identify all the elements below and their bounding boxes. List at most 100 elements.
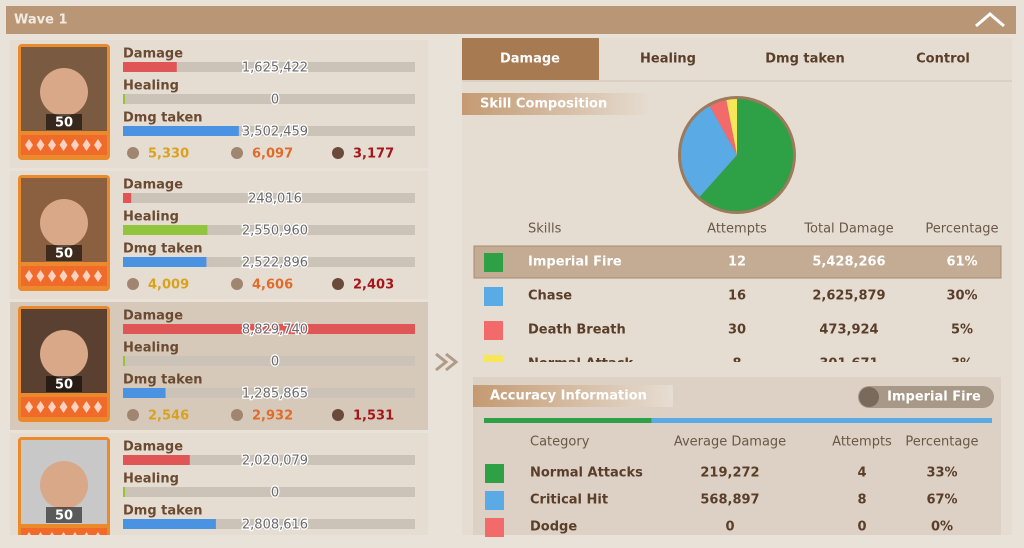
stat-label: Damage [123,309,183,324]
total-damage: 301,671 [819,357,878,372]
skill-name[interactable]: Imperial Fire [528,255,622,270]
stat-value: 0 [271,93,279,108]
percentage: 0% [931,520,953,535]
stat-bar [123,225,208,235]
average-damage: 219,272 [700,466,759,481]
stat-bar [123,487,125,497]
stat-track [123,487,415,497]
tab[interactable] [737,38,874,80]
stat-label: Healing [123,210,179,225]
stat-track [123,455,415,465]
stat-value: 2,808,616 [242,518,308,533]
color-swatch [484,287,503,306]
portrait-face [40,199,88,247]
percentage: 3% [951,357,973,372]
section-title: Skill Composition [480,97,607,112]
star [94,401,102,413]
tab-label[interactable]: Healing [640,52,696,67]
star [36,270,45,282]
stat-value: 2,550,960 [242,224,308,239]
star [82,270,91,282]
star [73,532,77,535]
hero-level: 50 [55,247,73,262]
count-icon [231,278,243,290]
tab-label[interactable]: Damage [500,52,560,67]
star [38,532,43,535]
average-damage: 568,897 [700,493,759,508]
stat-value: 8,829,740 [242,323,308,338]
attempts: 8 [857,493,866,508]
count-value: 2,403 [353,278,394,293]
stat-value: 3,502,459 [242,125,308,140]
count-value: 5,330 [148,147,189,162]
hero-level: 50 [55,509,73,524]
star [59,270,68,282]
tab[interactable] [462,38,599,80]
stat-track [123,94,415,104]
star [48,401,56,413]
star [61,532,66,535]
stat-track [123,225,415,235]
skill-name[interactable]: Death Breath [528,323,626,338]
attempts: 8 [732,357,741,372]
stat-bar [123,356,125,366]
accuracy-bar [651,418,992,423]
stat-value: 1,285,865 [242,387,308,402]
section-header [462,93,652,115]
count-icon [332,147,344,159]
stat-track [123,62,415,72]
attempts: 0 [857,520,866,535]
stat-bar [123,455,190,465]
star [36,401,45,413]
skill-select[interactable] [858,386,994,408]
star [48,270,56,282]
tab[interactable] [600,38,737,80]
stat-bar [123,193,132,203]
stat-track [123,519,415,529]
stat-track [123,257,415,267]
skill-select-icon [859,387,879,407]
header-bar [6,6,1016,34]
star [82,401,91,413]
hero-level: 50 [55,378,73,393]
total-damage: 5,428,266 [812,255,885,270]
star [59,401,68,413]
portrait-face [40,461,88,509]
portrait-face [40,330,88,378]
tab[interactable] [875,38,1012,80]
column-header: Attempts [832,435,892,450]
star [96,532,100,535]
star-strip [21,528,107,535]
percentage: 5% [951,323,973,338]
star [71,401,79,413]
stat-bar [123,519,216,529]
count-value: 4,606 [252,278,293,293]
tab-label[interactable]: Dmg taken [765,52,845,67]
skill-select-label[interactable]: Imperial Fire [887,390,981,405]
stat-value: 0 [271,486,279,501]
percentage: 33% [926,466,957,481]
skill-name[interactable]: Chase [528,289,572,304]
stat-bar [123,324,415,334]
tab-label[interactable]: Control [916,52,970,67]
count-value: 4,009 [148,278,189,293]
category: Dodge [530,520,577,535]
stat-bar [123,62,177,72]
skill-name[interactable]: Normal Attack [528,357,633,372]
star [59,139,68,151]
stat-track [123,126,415,136]
color-swatch [485,518,504,537]
stat-bar [123,126,239,136]
level-badge [46,507,82,523]
collapse-button[interactable] [975,12,1005,28]
count-icon [332,278,344,290]
percentage: 67% [926,493,957,508]
column-header: Average Damage [674,435,786,450]
column-header: Attempts [707,222,767,237]
selected-row[interactable] [473,245,1002,279]
star [25,270,33,282]
star [94,270,102,282]
stat-label: Damage [123,178,183,193]
count-icon [127,278,139,290]
color-swatch [484,355,503,362]
